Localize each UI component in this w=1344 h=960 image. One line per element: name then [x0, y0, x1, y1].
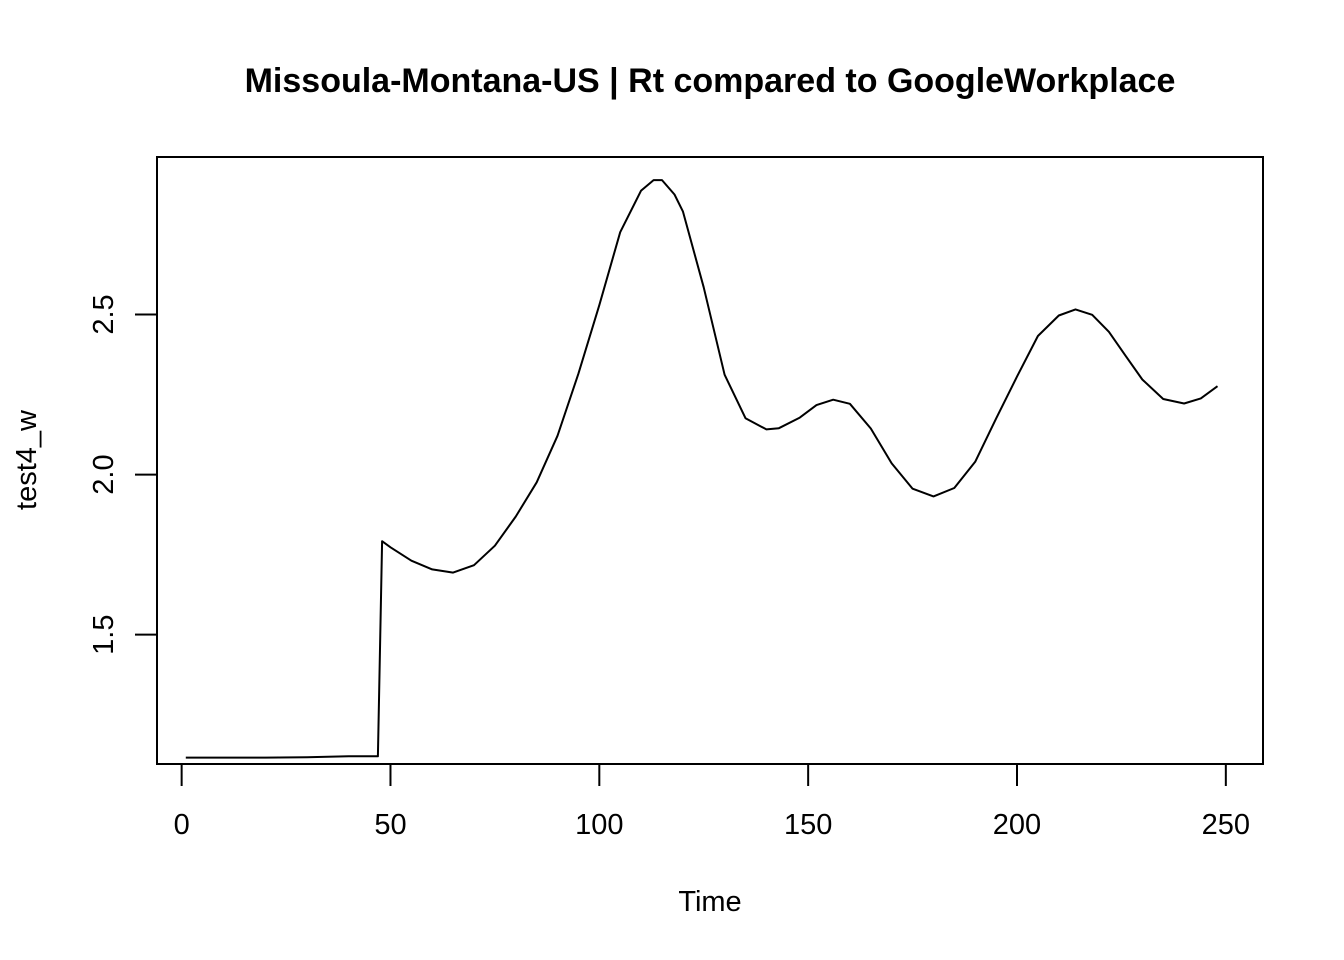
x-tick-label: 0 — [174, 809, 190, 841]
y-tick-label: 2.5 — [88, 294, 120, 334]
x-tick-label: 50 — [374, 809, 406, 841]
x-axis-label: Time — [678, 886, 741, 918]
x-tick-label: 200 — [993, 809, 1041, 841]
x-tick-label: 250 — [1202, 809, 1250, 841]
plot-frame — [156, 156, 1264, 765]
x-tick-label: 100 — [575, 809, 623, 841]
y-axis: 1.5 2.0 2.5 — [88, 294, 158, 655]
y-tick-label: 1.5 — [88, 614, 120, 654]
y-axis-label: test4_w — [11, 409, 43, 510]
chart-title: Missoula-Montana-US | Rt compared to Goo… — [245, 62, 1176, 100]
x-tick-label: 150 — [784, 809, 832, 841]
x-axis: 0 50 100 150 200 250 — [174, 763, 1250, 841]
y-tick-label: 2.0 — [88, 454, 120, 494]
rt-series-line — [185, 179, 1219, 759]
